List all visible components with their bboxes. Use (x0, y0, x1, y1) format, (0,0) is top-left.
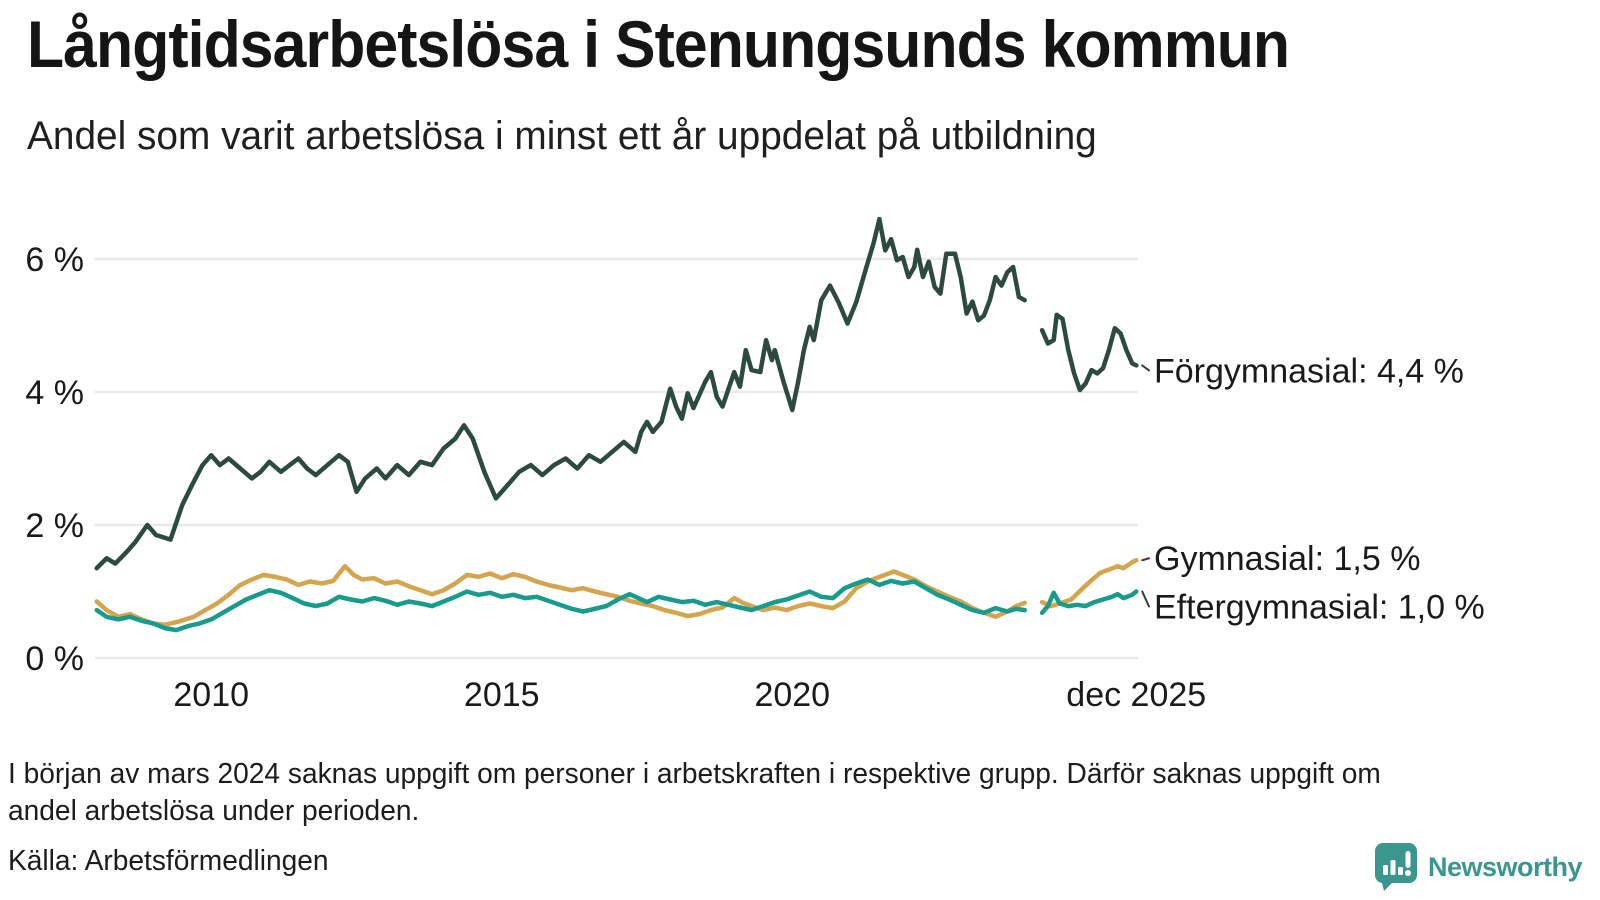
source-attribution: Källa: Arbetsförmedlingen (8, 845, 329, 877)
end-label-forgymnasial: Förgymnasial: 4,4 % (1154, 352, 1464, 390)
leader-dash-gymnasial (1141, 557, 1150, 562)
newsworthy-wordmark: Newsworthy (1427, 851, 1583, 882)
gridlines (95, 257, 1138, 660)
end-label-eftergymnasial: Eftergymnasial: 1,0 % (1154, 589, 1485, 627)
x-tick-label: 2015 (464, 676, 540, 714)
newsworthy-chart-bubble-icon (1374, 843, 1417, 891)
x-tick-label: dec 2025 (1066, 676, 1206, 714)
y-tick-label: 2 % (25, 507, 84, 545)
y-tick-label: 6 % (25, 241, 84, 279)
leader-dash-eftergymnasial (1141, 590, 1150, 608)
newsworthy-logo: Newsworthy (1374, 842, 1583, 892)
end-label-gymnasial: Gymnasial: 1,5 % (1154, 540, 1420, 578)
chart-title: Långtidsarbetslösa i Stenungsunds kommun (27, 7, 1290, 81)
leader-dash-forgymnasial (1141, 364, 1150, 372)
footnote: I början av mars 2024 saknas uppgift om … (8, 758, 1381, 827)
series-line-forgymnasial (94, 216, 1139, 571)
series-lines (94, 216, 1139, 633)
series-end-labels: Förgymnasial: 4,4 % Gymnasial: 1,5 % Efter… (1141, 352, 1485, 627)
x-axis-labels: 2010 2015 2020 dec 2025 (173, 676, 1206, 714)
x-tick-label: 2010 (173, 676, 249, 714)
y-tick-label: 0 % (25, 640, 84, 678)
series-line-eftergymnasial (94, 577, 1139, 633)
y-axis-labels: 0 % 2 % 4 % 6 % (25, 241, 84, 678)
y-tick-label: 4 % (25, 374, 84, 412)
chart-subtitle: Andel som varit arbetslösa i minst ett å… (27, 114, 1097, 158)
x-tick-label: 2020 (754, 676, 830, 714)
series-line-gymnasial (94, 557, 1139, 628)
